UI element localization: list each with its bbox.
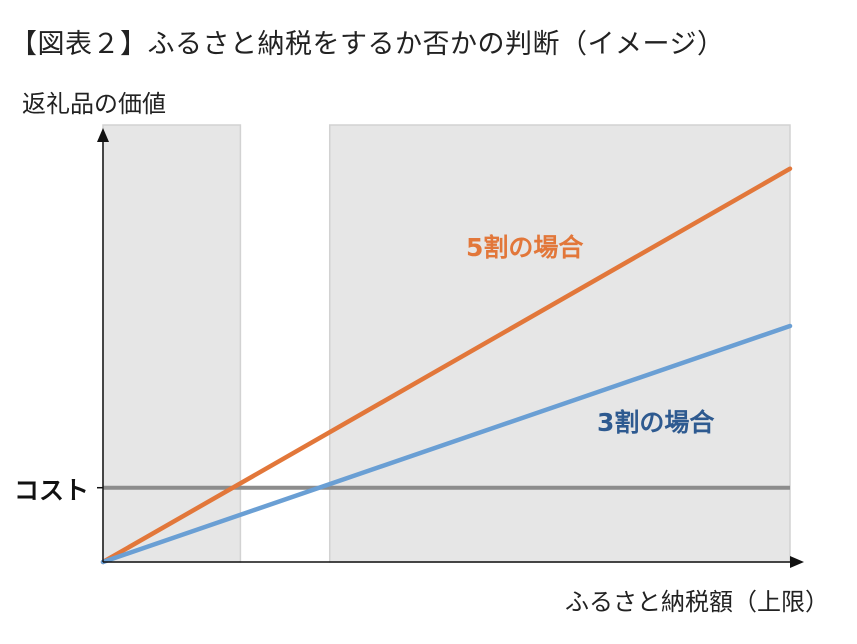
series-label-30pct: 3割の場合 [597,408,715,437]
chart-title: 【図表２】ふるさと納税をするか否かの判断（イメージ） [10,29,725,60]
series-label-50pct: 5割の場合 [466,233,584,262]
series-line-30pct [100,323,793,565]
cost-label: コスト [14,476,90,505]
x-axis-arrowhead [790,556,804,568]
x-axis-label: ふるさと納税額（上限） [565,588,829,616]
y-axis-arrowhead [97,128,109,142]
series-line-50pct [100,166,793,565]
y-axis-label: 返礼品の価値 [22,90,166,118]
shaded-region-2 [328,124,791,563]
